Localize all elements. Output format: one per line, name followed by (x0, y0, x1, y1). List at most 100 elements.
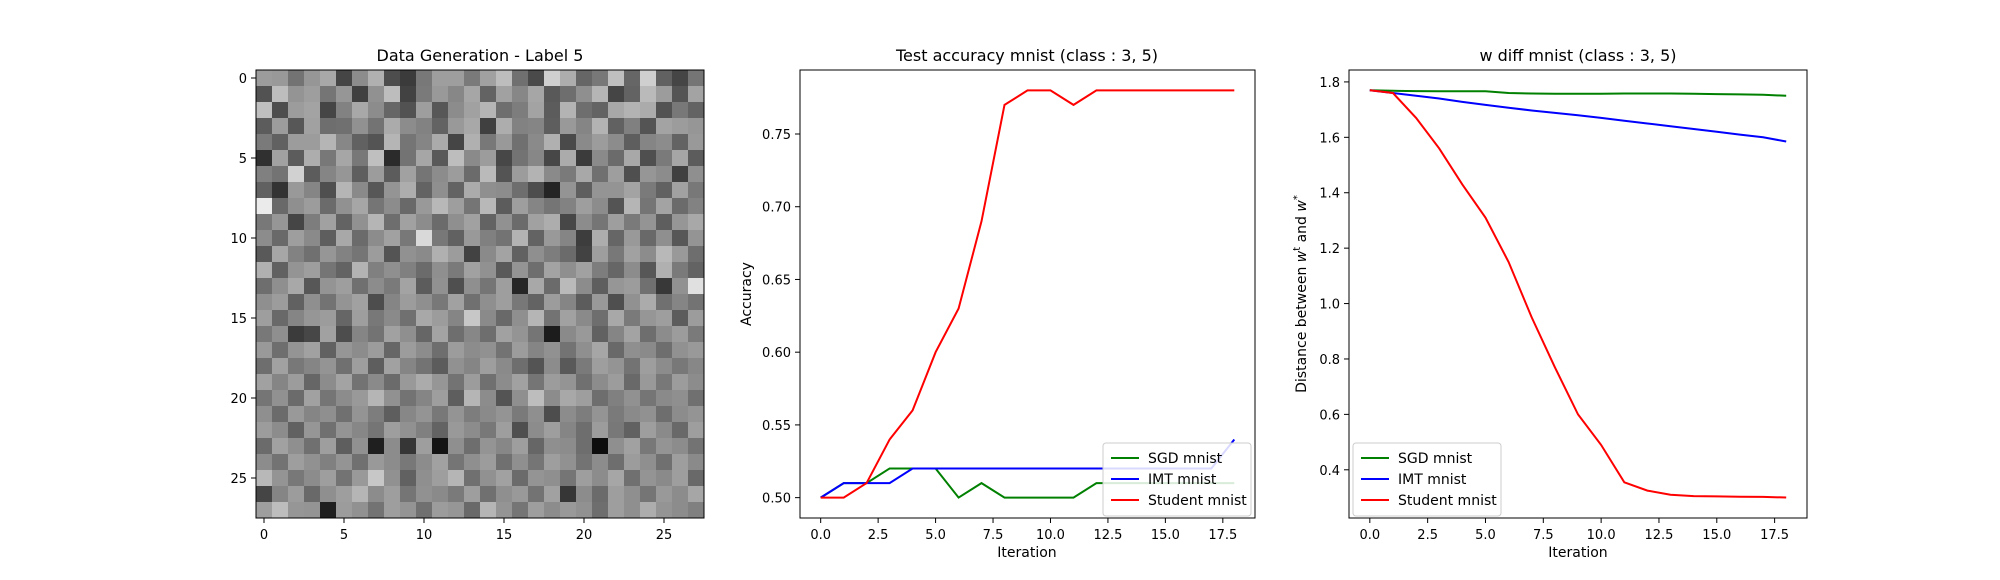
heatmap-cell (384, 326, 401, 343)
heatmap-cell (512, 230, 529, 247)
heatmap-cell (416, 390, 433, 407)
heatmap-cell (336, 246, 353, 263)
heatmap-cell (400, 390, 417, 407)
heatmap-cell (624, 374, 641, 391)
heatmap-cell (464, 310, 481, 327)
heatmap-cell (368, 294, 385, 311)
heatmap-cell (272, 390, 289, 407)
heatmap-cell (288, 150, 305, 167)
heatmap-cell (592, 406, 609, 423)
heatmap-cell (368, 502, 385, 519)
heatmap-cell (368, 486, 385, 503)
heatmap-cell (368, 342, 385, 359)
heatmap-cell (432, 374, 449, 391)
heatmap-ytick-label: 15 (230, 312, 247, 327)
heatmap-cell (592, 70, 609, 87)
heatmap-cell (640, 454, 657, 471)
wd-series-line (1369, 89, 1787, 97)
heatmap-cell (656, 182, 673, 199)
heatmap-cell (400, 486, 417, 503)
heatmap-cell (640, 470, 657, 487)
heatmap-cell (336, 358, 353, 375)
heatmap-cell (288, 374, 305, 391)
heatmap-cell (352, 214, 369, 231)
heatmap-cell (656, 262, 673, 279)
heatmap-cell (320, 86, 337, 103)
heatmap-cell (448, 134, 465, 151)
heatmap-cell (496, 502, 513, 519)
heatmap-cell (656, 486, 673, 503)
heatmap-cell (656, 422, 673, 439)
heatmap-cell (448, 70, 465, 87)
heatmap-cell (304, 358, 321, 375)
wd-ytick-label: 0.6 (1319, 408, 1340, 423)
heatmap-cell (352, 134, 369, 151)
heatmap-cell (320, 230, 337, 247)
heatmap-cell (640, 358, 657, 375)
heatmap-cell (576, 118, 593, 135)
heatmap-cell (272, 214, 289, 231)
heatmap-cell (384, 134, 401, 151)
heatmap-cell (528, 198, 545, 215)
heatmap-cell (416, 246, 433, 263)
heatmap-cell (384, 390, 401, 407)
heatmap-cell (272, 166, 289, 183)
heatmap-cell (384, 214, 401, 231)
heatmap-cell (480, 422, 497, 439)
heatmap-cell (560, 502, 577, 519)
heatmap-cell (656, 310, 673, 327)
heatmap-cell (544, 166, 561, 183)
heatmap-cell (272, 422, 289, 439)
heatmap-cell (512, 134, 529, 151)
heatmap-cell (496, 374, 513, 391)
heatmap-ytick-label: 20 (230, 392, 247, 407)
heatmap-cell (336, 262, 353, 279)
heatmap-cell (336, 150, 353, 167)
heatmap-cell (288, 278, 305, 295)
heatmap-cell (608, 246, 625, 263)
heatmap-cell (272, 470, 289, 487)
heatmap-cell (368, 166, 385, 183)
heatmap-cell (496, 150, 513, 167)
heatmap-cell (288, 166, 305, 183)
heatmap-cell (304, 166, 321, 183)
heatmap-cell (576, 294, 593, 311)
heatmap-cell (320, 406, 337, 423)
heatmap-cell (368, 214, 385, 231)
acc-xtick-label: 7.5 (983, 528, 1004, 543)
heatmap-cell (352, 102, 369, 119)
heatmap-cell (672, 134, 689, 151)
heatmap-cell (528, 438, 545, 455)
wd-legend-label: IMT mnist (1398, 472, 1467, 488)
heatmap-cell (304, 182, 321, 199)
heatmap-cell (256, 182, 273, 199)
heatmap-cell (368, 310, 385, 327)
acc-xtick-label: 0.0 (810, 528, 831, 543)
heatmap-cell (544, 86, 561, 103)
wdiff-legend: SGD mnist IMT mnist Student mnist (1352, 442, 1502, 517)
heatmap-cell (624, 102, 641, 119)
heatmap-cell (464, 358, 481, 375)
heatmap-cell (416, 374, 433, 391)
heatmap-cell (544, 214, 561, 231)
heatmap-cell (560, 70, 577, 87)
heatmap-cell (624, 118, 641, 135)
heatmap-cell (576, 150, 593, 167)
heatmap-cell (656, 438, 673, 455)
heatmap-cell (384, 182, 401, 199)
heatmap-cell (304, 246, 321, 263)
heatmap-cell (304, 198, 321, 215)
heatmap-cell (400, 438, 417, 455)
heatmap-cell (256, 70, 273, 87)
heatmap-cell (528, 134, 545, 151)
heatmap-cell (272, 310, 289, 327)
heatmap-cell (304, 486, 321, 503)
heatmap-cell (496, 358, 513, 375)
heatmap-cell (528, 486, 545, 503)
heatmap-cell (672, 390, 689, 407)
heatmap-cell (528, 86, 545, 103)
heatmap-cell (304, 278, 321, 295)
heatmap-cell (528, 374, 545, 391)
heatmap-cell (256, 166, 273, 183)
heatmap-cell (256, 262, 273, 279)
